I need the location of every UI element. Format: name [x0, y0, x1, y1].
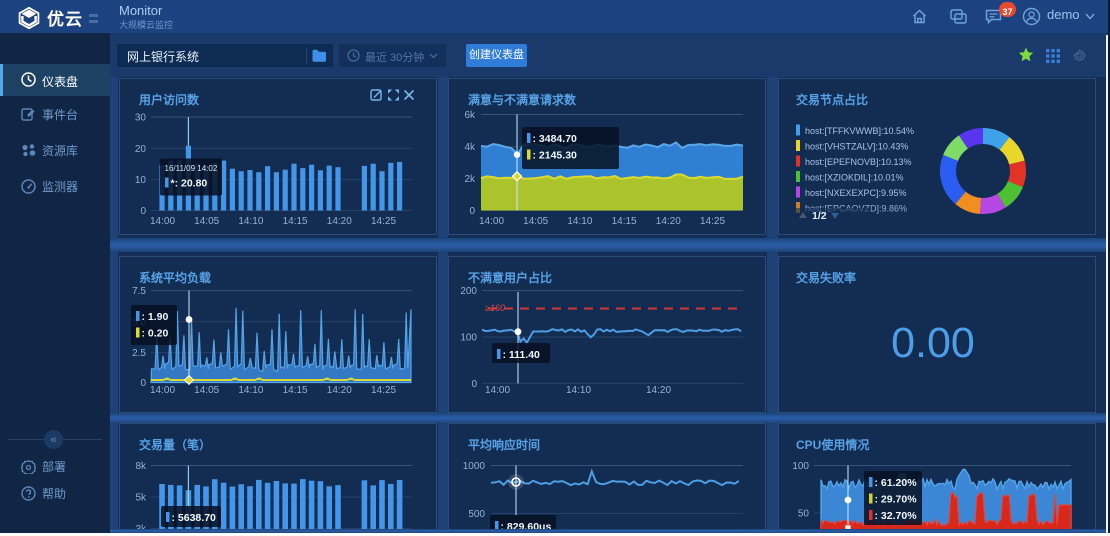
svg-text:14:05: 14:05	[194, 385, 219, 396]
svg-text:7.5: 7.5	[132, 286, 146, 297]
svg-text:100: 100	[792, 461, 809, 472]
svg-text:14:10: 14:10	[567, 216, 592, 227]
svg-text:0: 0	[140, 378, 146, 389]
svg-text:host:[TFFKVWWB]:10.54%: host:[TFFKVWWB]:10.54%	[805, 126, 914, 136]
svg-text:14:00: 14:00	[150, 385, 175, 396]
svg-text:14:00: 14:00	[485, 385, 510, 396]
svg-text:14:10: 14:10	[238, 216, 263, 227]
svg-text:14:05: 14:05	[523, 216, 548, 227]
svg-text:14:10: 14:10	[238, 385, 263, 396]
svg-text:0.00: 0.00	[891, 319, 975, 367]
svg-text:平均响应时间: 平均响应时间	[468, 437, 540, 452]
svg-text:8k: 8k	[135, 461, 147, 472]
svg-text:5k: 5k	[135, 493, 147, 504]
svg-text:host:[VHSTZALV]:10.43%: host:[VHSTZALV]:10.43%	[805, 142, 908, 152]
svg-text:: 1.90: : 1.90	[142, 311, 169, 323]
svg-text:2.5: 2.5	[132, 348, 146, 359]
svg-text:14:20: 14:20	[327, 385, 352, 396]
svg-text:: 111.40: : 111.40	[503, 349, 541, 361]
svg-text:host:[EPEFNOVB]:10.13%: host:[EPEFNOVB]:10.13%	[805, 157, 912, 167]
svg-text:2k: 2k	[464, 174, 476, 185]
svg-text:: 2145.30: : 2145.30	[533, 150, 578, 162]
svg-text:14:00: 14:00	[150, 216, 175, 227]
svg-text:host:[NXEXEXPC]:9.95%: host:[NXEXEXPC]:9.95%	[805, 188, 907, 198]
svg-text:100: 100	[460, 333, 477, 344]
svg-text:6k: 6k	[464, 110, 476, 121]
svg-text:16/11/09 14:02: 16/11/09 14:02	[165, 164, 218, 173]
svg-text:14:25: 14:25	[371, 385, 396, 396]
svg-text:14:05: 14:05	[194, 216, 219, 227]
svg-text:CPU使用情况: CPU使用情况	[796, 437, 869, 452]
svg-text:200: 200	[460, 286, 477, 297]
svg-text:满意与不满意请求数: 满意与不满意请求数	[468, 92, 577, 107]
svg-text:10: 10	[135, 175, 147, 186]
svg-text:14:20: 14:20	[646, 385, 671, 396]
svg-text:30: 30	[135, 113, 147, 124]
svg-text:1000: 1000	[463, 461, 486, 472]
svg-text:0: 0	[469, 206, 475, 217]
svg-text:14:10: 14:10	[566, 385, 591, 396]
svg-text:: 3484.70: : 3484.70	[533, 133, 578, 145]
svg-text:14:15: 14:15	[612, 216, 637, 227]
svg-text:host:[XZIOKDIL]:10.01%: host:[XZIOKDIL]:10.01%	[805, 173, 904, 183]
svg-text:: 0.20: : 0.20	[142, 328, 169, 340]
svg-text:*: 20.80: *: 20.80	[171, 178, 208, 190]
svg-text:50: 50	[798, 509, 810, 520]
svg-text:0: 0	[471, 379, 477, 390]
svg-text:500: 500	[468, 509, 485, 520]
svg-text:系统平均负载: 系统平均负载	[139, 270, 211, 285]
svg-text:14:15: 14:15	[283, 385, 308, 396]
svg-text:0: 0	[140, 206, 146, 217]
svg-text:: 29.70%: : 29.70%	[875, 494, 918, 506]
svg-text:14:25: 14:25	[371, 216, 396, 227]
svg-text:14:25: 14:25	[700, 216, 725, 227]
svg-text:14:20: 14:20	[656, 216, 681, 227]
svg-text:交易节点占比: 交易节点占比	[796, 92, 868, 107]
svg-text:交易量（笔）: 交易量（笔）	[139, 437, 211, 452]
svg-text:交易失败率: 交易失败率	[796, 270, 856, 285]
svg-text:: 32.70%: : 32.70%	[875, 510, 918, 522]
svg-text:20: 20	[135, 144, 147, 155]
svg-text:1/2: 1/2	[812, 210, 827, 222]
svg-text:14:20: 14:20	[327, 216, 352, 227]
svg-text:: 61.20%: : 61.20%	[875, 477, 918, 489]
svg-text:: 5638.70: : 5638.70	[172, 512, 217, 524]
svg-text:14:15: 14:15	[283, 216, 308, 227]
svg-text:不满意用户占比: 不满意用户占比	[468, 270, 552, 285]
svg-text:≥160: ≥160	[485, 303, 505, 313]
svg-text:4k: 4k	[464, 142, 476, 153]
svg-text:14:00: 14:00	[479, 216, 504, 227]
svg-text:用户访问数: 用户访问数	[138, 92, 200, 107]
